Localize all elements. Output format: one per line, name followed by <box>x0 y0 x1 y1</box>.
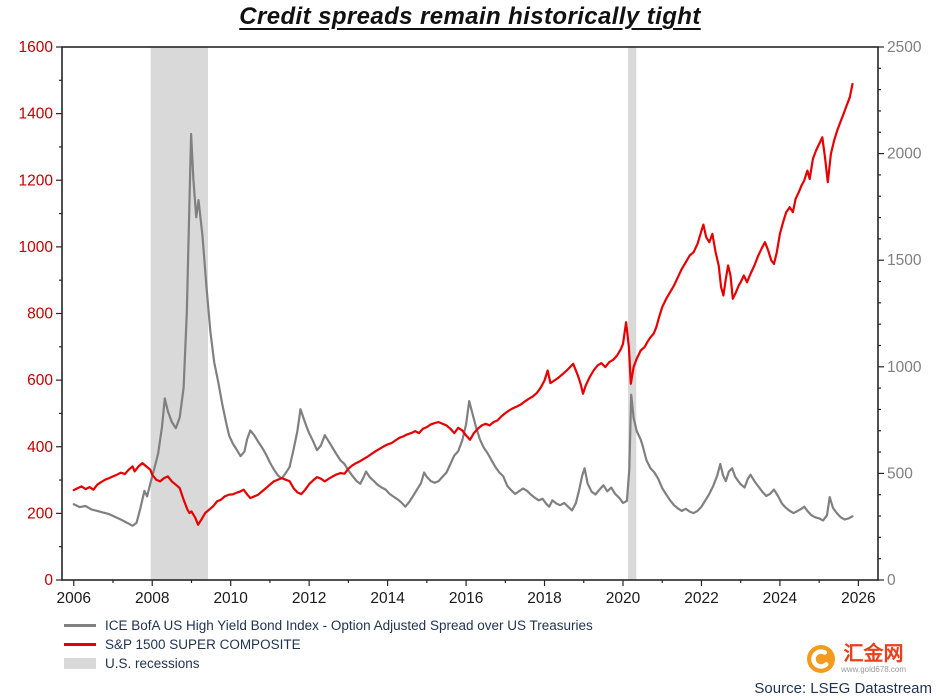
chart-legend: ICE BofA US High Yield Bond Index - Opti… <box>64 616 593 672</box>
spread-line-swatch <box>64 623 96 627</box>
left-axis: 0 200 400 600 800 1000 1200 1400 1600 <box>19 39 62 589</box>
svg-text:600: 600 <box>27 372 53 389</box>
right-axis: 0 500 1000 1500 2000 2500 <box>878 39 922 589</box>
svg-text:2022: 2022 <box>684 590 718 607</box>
svg-text:1000: 1000 <box>887 359 922 376</box>
watermark-name: 汇金网 <box>843 643 904 665</box>
svg-text:2500: 2500 <box>887 39 922 56</box>
series-line-0 <box>72 132 854 527</box>
x-axis: 2006 2008 2010 2012 2014 2016 2018 2020 2022 2024… <box>57 580 876 607</box>
source-label: Source: LSEG Datastream <box>754 680 932 697</box>
huijin-logo-icon <box>807 645 836 673</box>
watermark-subtext: www.gold678.com <box>841 665 906 674</box>
svg-text:2014: 2014 <box>370 590 405 607</box>
svg-text:0: 0 <box>887 572 896 589</box>
legend-item-sp1500: S&P 1500 SUPER COMPOSITE <box>64 635 593 653</box>
legend-item-recessions: U.S. recessions <box>64 654 593 672</box>
svg-text:1500: 1500 <box>887 252 922 269</box>
legend-item-spread: ICE BofA US High Yield Bond Index - Opti… <box>64 616 593 634</box>
svg-text:200: 200 <box>27 505 53 522</box>
svg-text:1400: 1400 <box>19 106 54 123</box>
svg-text:2010: 2010 <box>213 590 248 607</box>
svg-text:2016: 2016 <box>449 590 483 607</box>
spread-legend-label: ICE BofA US High Yield Bond Index - Opti… <box>105 617 593 633</box>
svg-text:1600: 1600 <box>19 39 54 56</box>
svg-text:2000: 2000 <box>887 146 922 163</box>
recession-legend-label: U.S. recessions <box>105 655 200 671</box>
svg-text:2018: 2018 <box>527 590 561 607</box>
svg-text:400: 400 <box>27 439 53 456</box>
recession-bands <box>150 47 637 580</box>
svg-text:0: 0 <box>44 572 53 589</box>
sp1500-line-swatch <box>64 642 96 646</box>
svg-text:2008: 2008 <box>135 590 169 607</box>
watermark-text: 汇金网 www.gold678.com <box>841 644 906 674</box>
huijin-watermark: 汇金网 www.gold678.com <box>806 644 906 674</box>
svg-text:1200: 1200 <box>19 172 54 189</box>
svg-text:2020: 2020 <box>606 590 641 607</box>
svg-text:2006: 2006 <box>57 590 91 607</box>
svg-text:2012: 2012 <box>292 590 326 607</box>
chart-title: Credit spreads remain historically tight <box>239 3 701 30</box>
series-line-1 <box>72 82 854 526</box>
svg-text:500: 500 <box>887 465 913 482</box>
svg-text:800: 800 <box>27 306 53 323</box>
svg-text:2024: 2024 <box>763 590 798 607</box>
recession-swatch <box>64 657 96 669</box>
svg-text:1000: 1000 <box>19 239 54 256</box>
sp1500-legend-label: S&P 1500 SUPER COMPOSITE <box>105 636 301 652</box>
svg-text:2026: 2026 <box>841 590 875 607</box>
